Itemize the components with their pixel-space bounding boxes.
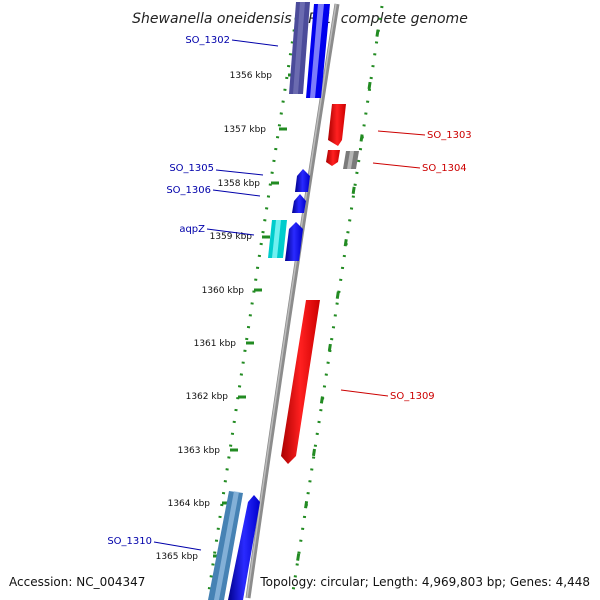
- outer-dotted-lane-right: [290, 5, 384, 599]
- tick-label: 1356 kbp: [230, 71, 273, 81]
- leader-so1305: [215, 169, 264, 176]
- label-so1302[interactable]: SO_1302: [185, 35, 230, 46]
- tick-label: 1357 kbp: [224, 125, 267, 135]
- label-so1310[interactable]: SO_1310: [107, 536, 152, 547]
- gene-so1306[interactable]: [292, 194, 306, 213]
- accession-text: Accession: NC_004347: [9, 575, 145, 589]
- leader-so1304: [372, 162, 421, 169]
- tick-label: 1360 kbp: [202, 286, 245, 296]
- leader-aqpz: [206, 228, 255, 236]
- label-so1304[interactable]: SO_1304: [422, 163, 467, 174]
- tick-label: 1365 kbp: [156, 552, 199, 562]
- tick-label: 1362 kbp: [186, 392, 229, 402]
- gene-so1303[interactable]: [328, 104, 346, 146]
- leader-so1302: [231, 39, 279, 47]
- gene-bottom-forward[interactable]: [228, 495, 260, 600]
- gene-so1302-shade: [293, 2, 305, 94]
- tick-label: 1364 kbp: [168, 499, 211, 509]
- tick-label: 1358 kbp: [218, 179, 261, 189]
- gene-so1305[interactable]: [295, 169, 310, 192]
- summary-text: Topology: circular; Length: 4,969,803 bp…: [259, 575, 590, 589]
- leader-so1309: [340, 389, 389, 397]
- label-so1305[interactable]: SO_1305: [169, 163, 214, 174]
- tick-marks: [213, 73, 296, 558]
- gene-small-red[interactable]: [326, 150, 340, 166]
- tick-labels: 1356 kbp 1357 kbp 1358 kbp 1359 kbp 1360…: [156, 71, 273, 562]
- genome-backbone-highlight: [246, 3, 337, 599]
- leader-so1310: [153, 541, 202, 551]
- label-so1306[interactable]: SO_1306: [166, 185, 211, 196]
- label-so1309[interactable]: SO_1309: [390, 391, 435, 402]
- gene-blue-mid[interactable]: [285, 222, 303, 261]
- gene-top-forward-shade: [310, 4, 324, 98]
- tick-label: 1363 kbp: [178, 446, 221, 456]
- tick-label: 1361 kbp: [194, 339, 237, 349]
- tick-label: 1359 kbp: [210, 232, 253, 242]
- gene-aqpz-shade: [272, 220, 281, 258]
- gene-so1304-shade: [347, 151, 354, 169]
- leader-so1306: [212, 189, 261, 197]
- label-aqpz[interactable]: aqpZ: [179, 224, 205, 235]
- gene-so1310-shade: [214, 491, 239, 600]
- genome-backbone: [245, 3, 340, 599]
- gene-so1309[interactable]: [281, 300, 320, 464]
- leader-so1303: [377, 130, 426, 136]
- label-so1303[interactable]: SO_1303: [427, 130, 472, 141]
